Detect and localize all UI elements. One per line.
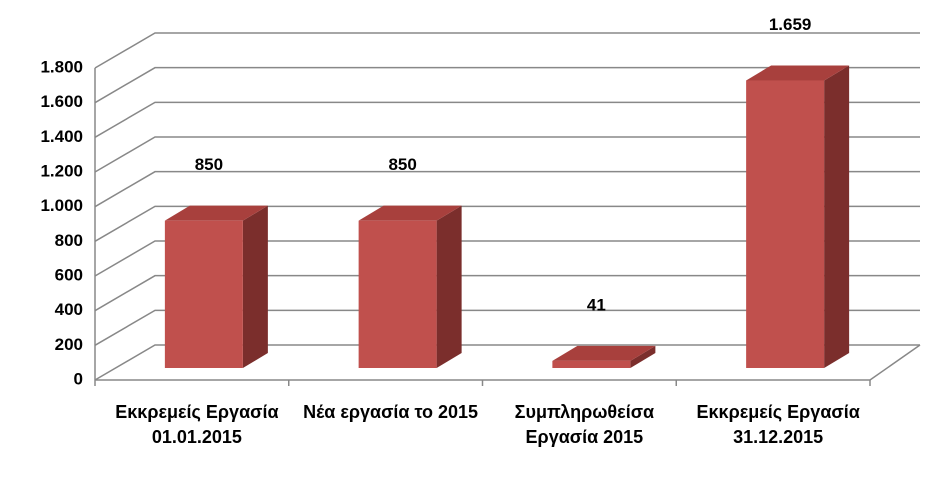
- grid-line: [94, 66, 920, 104]
- grid-line: [94, 170, 920, 208]
- grid-line: [94, 274, 920, 312]
- x-tick-label: Εκκρεμείς Εργασία 01.01.2015: [115, 402, 279, 447]
- bar-top: [358, 205, 462, 221]
- grid-line: [94, 205, 920, 242]
- value-label: 850: [195, 155, 223, 174]
- y-tick-label: 1.000: [40, 196, 83, 215]
- value-label: 850: [388, 155, 416, 174]
- bar-top: [552, 345, 656, 361]
- bar: [746, 80, 825, 368]
- bar: [164, 220, 243, 368]
- y-tick-label: 0: [74, 369, 83, 388]
- bar: [358, 220, 437, 368]
- x-tick-label: Νέα εργασία το 2015: [303, 402, 479, 422]
- y-tick-label: 1.600: [40, 92, 83, 111]
- bar-side: [630, 345, 656, 368]
- bar-top: [164, 205, 268, 221]
- value-label: 1.659: [769, 15, 812, 34]
- y-tick-label: 600: [55, 265, 83, 284]
- bar-top: [746, 65, 850, 81]
- grid-line: [94, 309, 920, 346]
- x-tick-label: Συμπληρωθείσα Εργασία 2015: [514, 402, 655, 447]
- y-tick-label: 200: [55, 335, 83, 354]
- bar-side: [242, 205, 268, 368]
- grid-line: [94, 344, 920, 381]
- value-label: 41: [587, 295, 606, 314]
- y-tick-label: 400: [55, 300, 83, 319]
- grid-line: [94, 240, 920, 277]
- bar: [552, 360, 631, 368]
- y-tick-label: 1.800: [40, 57, 83, 76]
- y-tick-label: 1.400: [40, 127, 83, 146]
- grid-line: [94, 136, 920, 173]
- bar-side: [436, 205, 462, 368]
- y-tick-label: 1.200: [40, 161, 83, 180]
- grid-line: [94, 32, 920, 69]
- y-tick-label: 800: [55, 231, 83, 250]
- bar-side: [824, 65, 850, 368]
- grid-line: [94, 101, 920, 138]
- x-tick-label: Εκκρεμείς Εργασία 31.12.2015: [696, 402, 860, 447]
